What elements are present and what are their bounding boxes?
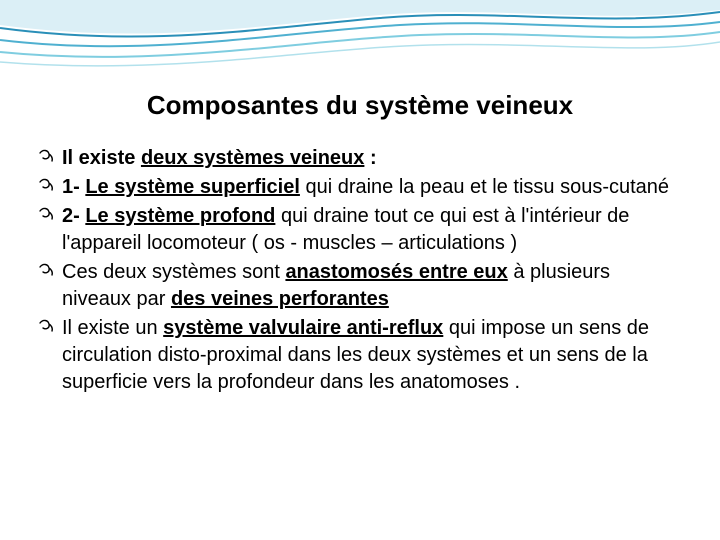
text-segment: 1-	[62, 176, 85, 198]
text-segment: :	[364, 147, 376, 169]
text-segment: des veines perforantes	[171, 288, 389, 310]
bullet-item: 1- Le système superficiel qui draine la …	[38, 174, 682, 201]
text-segment: Il existe un	[62, 317, 163, 339]
text-segment: Le système superficiel	[85, 176, 300, 198]
bullet-text: Il existe un système valvulaire anti-ref…	[62, 317, 649, 393]
text-segment: Il existe	[62, 147, 141, 169]
wave-line-2	[0, 22, 720, 46]
wave-line-4	[0, 42, 720, 66]
text-segment: système valvulaire anti-reflux	[163, 317, 443, 339]
bullet-item: 2- Le système profond qui draine tout ce…	[38, 203, 682, 257]
bullet-marker-icon	[38, 317, 56, 341]
bullet-marker-icon	[38, 147, 56, 171]
bullet-item: Il existe deux systèmes veineux :	[38, 145, 682, 172]
text-segment: anastomosés entre eux	[285, 261, 507, 283]
bullet-text: 2- Le système profond qui draine tout ce…	[62, 205, 629, 254]
bullet-text: Il existe deux systèmes veineux :	[62, 147, 377, 169]
bullet-marker-icon	[38, 261, 56, 285]
wave-fill	[0, 0, 720, 34]
text-segment: Ces deux systèmes sont	[62, 261, 285, 283]
text-segment: qui draine la peau et le tissu sous-cuta…	[300, 176, 669, 198]
text-segment: Le système profond	[85, 205, 275, 227]
text-segment: 2-	[62, 205, 85, 227]
bullet-item: Il existe un système valvulaire anti-ref…	[38, 315, 682, 396]
wave-line-3	[0, 32, 720, 57]
slide-title: Composantes du système veineux	[0, 90, 720, 121]
bullet-text: Ces deux systèmes sont anastomosés entre…	[62, 261, 610, 310]
bullet-text: 1- Le système superficiel qui draine la …	[62, 176, 669, 198]
bullet-item: Ces deux systèmes sont anastomosés entre…	[38, 259, 682, 313]
wave-decoration	[0, 0, 720, 90]
bullet-list: Il existe deux systèmes veineux : 1- Le s…	[38, 145, 682, 398]
text-segment: deux systèmes veineux	[141, 147, 364, 169]
wave-line-1	[0, 12, 720, 37]
bullet-marker-icon	[38, 205, 56, 229]
bullet-marker-icon	[38, 176, 56, 200]
